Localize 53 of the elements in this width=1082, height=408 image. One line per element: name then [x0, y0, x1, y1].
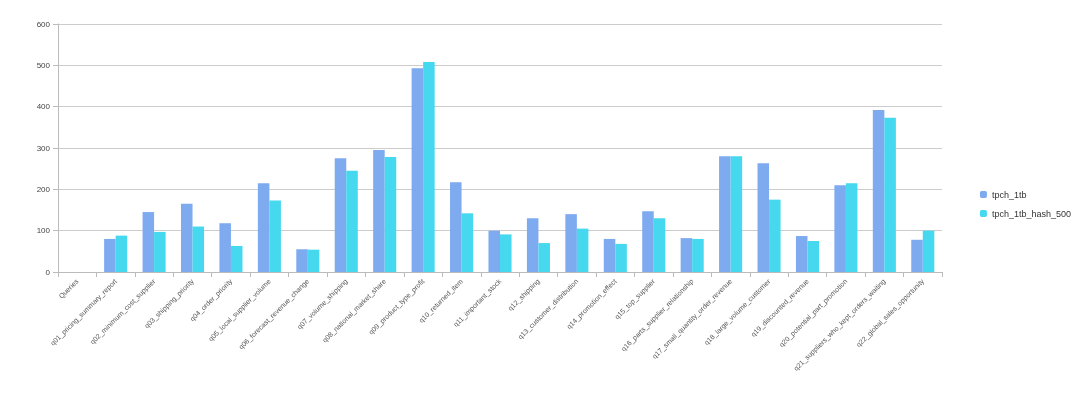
bar: [154, 231, 166, 272]
bar: [795, 236, 808, 272]
bar: [384, 157, 397, 272]
bar: [911, 239, 923, 272]
bar: [411, 68, 424, 272]
bar: [115, 235, 128, 272]
bar: [307, 249, 320, 272]
bar: [526, 218, 539, 272]
legend-label: tpch_1tb: [991, 189, 1027, 200]
bar: [142, 212, 155, 272]
bar: [884, 117, 896, 272]
y-tick-label: 600: [36, 19, 51, 29]
bar: [719, 156, 731, 272]
bar: [692, 238, 704, 272]
y-tick-label: 300: [36, 143, 51, 153]
bar: [807, 241, 820, 272]
y-tick-label: 200: [36, 184, 51, 194]
bar: [334, 158, 347, 272]
bar: [346, 170, 358, 272]
bar: [538, 243, 550, 272]
bar: [730, 156, 743, 272]
bar: [653, 218, 666, 272]
bar: [845, 183, 858, 272]
bar: [104, 238, 116, 272]
bar: [269, 200, 281, 272]
bar: [296, 249, 308, 272]
y-tick-label: 400: [36, 102, 51, 112]
bar: [180, 203, 193, 272]
bar: [230, 245, 243, 272]
bar: [423, 62, 435, 272]
bar: [576, 228, 589, 272]
y-tick-label: 500: [36, 60, 51, 70]
bar: [500, 234, 512, 272]
bar: [488, 230, 500, 272]
bar: [219, 223, 231, 272]
y-tick-label: 0: [45, 267, 51, 277]
bar: [461, 213, 474, 272]
bar: [642, 211, 654, 272]
bar: [757, 163, 770, 272]
bar: [922, 230, 935, 272]
y-tick-label: 100: [36, 226, 51, 236]
legend-label: tpch_1tb_hash_500: [991, 208, 1072, 219]
bar: [769, 199, 781, 272]
bar: [834, 185, 846, 272]
bar: [257, 183, 270, 272]
bar: [450, 182, 462, 272]
bar: [373, 150, 385, 272]
bar: [192, 226, 205, 272]
bar: [872, 109, 885, 272]
bar: [603, 238, 616, 272]
bar: [615, 243, 627, 272]
bar: [680, 238, 693, 272]
bar: [565, 214, 577, 272]
